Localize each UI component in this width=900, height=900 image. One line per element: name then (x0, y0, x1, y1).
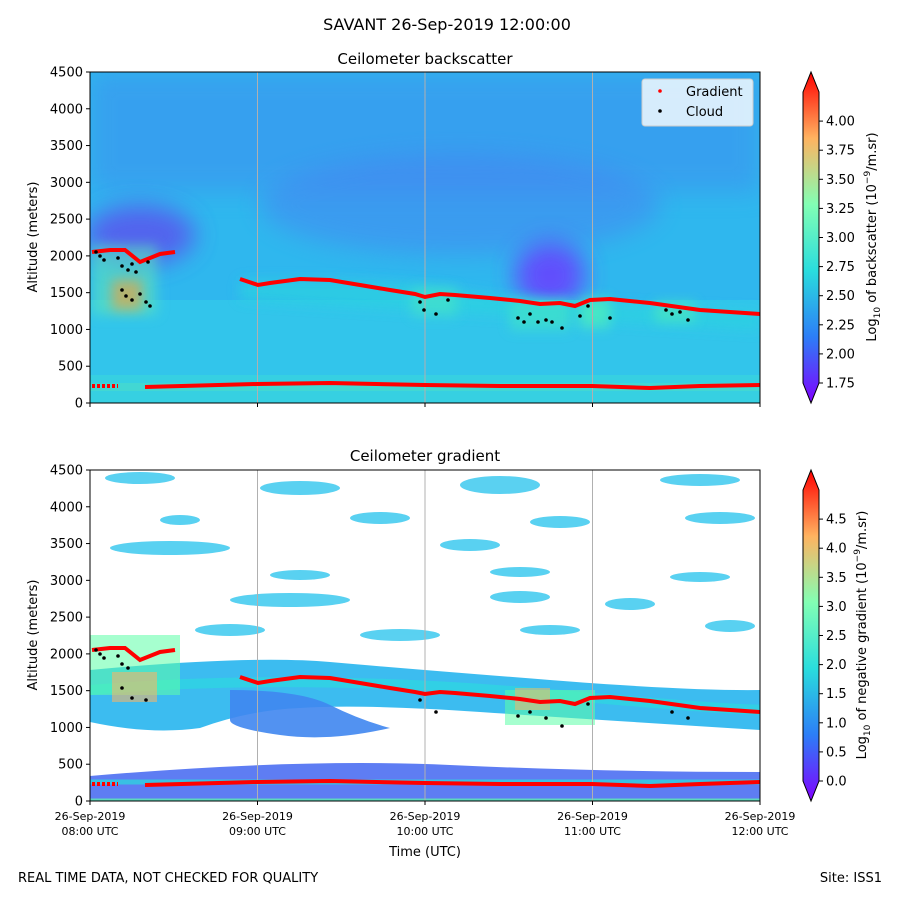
y-tick-label: 2500 (50, 611, 83, 626)
legend-cloud-swatch (658, 109, 662, 113)
y-tick-label: 3500 (50, 139, 83, 154)
x-tick-date: 26-Sep-2019 (725, 810, 796, 823)
gradient-x-ticks: 26-Sep-2019 08:00 UTC 26-Sep-2019 09:00 UTC… (55, 801, 796, 838)
gradient-title: Ceilometer gradient (350, 447, 500, 465)
x-tick-time: 12:00 UTC (731, 825, 788, 838)
y-tick-label: 3000 (50, 176, 83, 191)
backscatter-colorbar-ticks: 1.75 2.00 2.25 2.50 2.75 3.00 3.25 3.50 3.75 4.00 (819, 115, 855, 392)
x-tick-time: 09:00 UTC (229, 825, 286, 838)
backscatter-legend: Gradient Cloud (641, 78, 754, 127)
backscatter-colorbar-label: Log10 of backscatter (10−9/m.sr) (863, 132, 883, 341)
colorbar-tick-label: 3.0 (826, 600, 847, 615)
backscatter-y-ticks: 0 500 1000 1500 2000 2500 3000 3500 4000 4500 (50, 66, 90, 412)
y-tick-label: 4000 (50, 102, 83, 117)
legend-frame (641, 78, 754, 127)
backscatter-gradient-markers (91, 248, 760, 391)
y-tick-label: 2500 (50, 213, 83, 228)
legend-gradient-swatch (658, 89, 662, 93)
y-tick-label: 1000 (50, 323, 83, 338)
y-tick-label: 0 (75, 397, 83, 412)
quality-disclaimer: REAL TIME DATA, NOT CHECKED FOR QUALITY (18, 871, 318, 886)
colorbar-tick-label: 4.5 (826, 513, 847, 528)
gradient-colorbar-bar (802, 468, 820, 803)
x-tick-date: 26-Sep-2019 (390, 810, 461, 823)
y-tick-label: 1000 (50, 721, 83, 736)
x-tick-time: 08:00 UTC (61, 825, 118, 838)
colorbar-tick-label: 4.00 (826, 115, 855, 130)
site-label: Site: ISS1 (820, 871, 882, 886)
gradient-field (90, 470, 760, 801)
gradient-colorbar-label: Log10 of negative gradient (10−9/m.sr) (853, 511, 873, 760)
gradient-cloud-markers (94, 648, 690, 728)
colorbar-tick-label: 2.5 (826, 629, 847, 644)
gradient-gradient-markers (91, 646, 760, 789)
gradient-grid (257, 470, 593, 801)
gradient-colorbar-ticks: 0.0 0.5 1.0 1.5 2.0 2.5 3.0 3.5 4.0 4.5 (819, 513, 847, 790)
backscatter-colorbar: 1.75 2.00 2.25 2.50 2.75 3.00 3.25 3.50 3.75 4.00… (802, 70, 883, 405)
y-tick-label: 3000 (50, 574, 83, 589)
gradient-panel: Ceilometer gradient (26, 447, 873, 860)
x-axis-label: Time (UTC) (388, 845, 461, 860)
colorbar-tick-label: 1.75 (826, 377, 855, 392)
backscatter-x-ticks (89, 403, 761, 407)
colorbar-tick-label: 2.50 (826, 289, 855, 304)
legend-gradient-label: Gradient (686, 85, 743, 100)
colorbar-tick-label: 3.5 (826, 571, 847, 586)
gradient-ylabel: Altitude (meters) (26, 580, 41, 691)
y-tick-label: 3500 (50, 537, 83, 552)
gradient-colorbar: 0.0 0.5 1.0 1.5 2.0 2.5 3.0 3.5 4.0 4.5 Log10 of … (802, 468, 873, 803)
colorbar-tick-label: 1.0 (826, 716, 847, 731)
backscatter-panel: Ceilometer backscatter (26, 50, 883, 412)
backscatter-grid (257, 72, 593, 403)
y-tick-label: 500 (58, 758, 83, 773)
backscatter-colorbar-bar (802, 70, 820, 405)
x-tick-date: 26-Sep-2019 (222, 810, 293, 823)
colorbar-tick-label: 2.00 (826, 347, 855, 362)
backscatter-title: Ceilometer backscatter (337, 50, 513, 68)
y-tick-label: 2000 (50, 249, 83, 264)
y-tick-label: 1500 (50, 684, 83, 699)
x-tick-date: 26-Sep-2019 (55, 810, 126, 823)
colorbar-tick-label: 2.0 (826, 658, 847, 673)
colorbar-tick-label: 0.5 (826, 745, 847, 760)
colorbar-tick-label: 4.0 (826, 542, 847, 557)
x-tick-time: 11:00 UTC (564, 825, 621, 838)
x-tick-time: 10:00 UTC (396, 825, 453, 838)
x-tick-date: 26-Sep-2019 (557, 810, 628, 823)
colorbar-tick-label: 3.00 (826, 231, 855, 246)
y-tick-label: 4500 (50, 464, 83, 479)
colorbar-tick-label: 2.75 (826, 260, 855, 275)
backscatter-ylabel: Altitude (meters) (26, 182, 41, 293)
colorbar-tick-label: 3.50 (826, 173, 855, 188)
colorbar-tick-label: 1.5 (826, 687, 847, 702)
figure-title: SAVANT 26-Sep-2019 12:00:00 (323, 15, 571, 34)
y-tick-label: 2000 (50, 647, 83, 662)
y-tick-label: 4500 (50, 66, 83, 81)
y-tick-label: 1500 (50, 286, 83, 301)
colorbar-tick-label: 3.75 (826, 144, 855, 159)
colorbar-tick-label: 0.0 (826, 775, 847, 790)
gradient-y-ticks: 0 500 1000 1500 2000 2500 3000 3500 4000 4500 (50, 464, 90, 810)
y-tick-label: 4000 (50, 500, 83, 515)
colorbar-tick-label: 3.25 (826, 202, 855, 217)
legend-cloud-label: Cloud (686, 105, 723, 120)
backscatter-cloud-markers (94, 250, 690, 330)
colorbar-tick-label: 2.25 (826, 318, 855, 333)
y-tick-label: 500 (58, 360, 83, 375)
y-tick-label: 0 (75, 795, 83, 810)
